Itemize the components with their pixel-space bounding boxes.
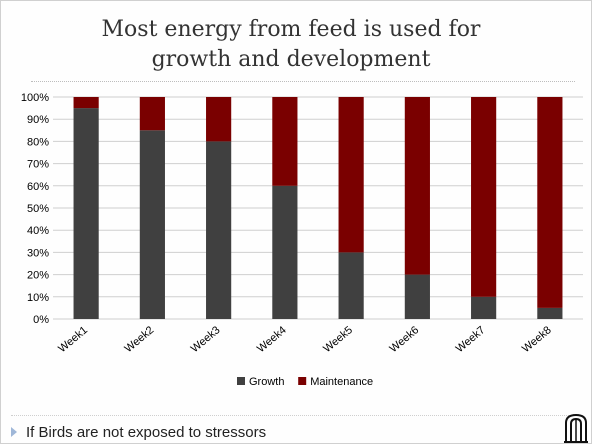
bar-growth	[404, 274, 430, 319]
stacked-bar-chart: 0% 10% 20% 30% 40% 50% 60% 70% 80% 90% 100% Week1 We…	[21, 92, 583, 388]
y-tick-label: 60%	[27, 181, 49, 193]
x-tick-label: Week3	[189, 324, 223, 355]
footer-divider	[11, 415, 571, 416]
y-tick-label: 70%	[27, 159, 49, 171]
y-tick-label: 40%	[27, 225, 49, 237]
bar-growth	[537, 307, 563, 319]
title-line-2: growth and development	[151, 47, 431, 72]
bar-maintenance	[471, 97, 497, 297]
y-tick-label: 80%	[27, 136, 49, 148]
university-arch-logo-icon	[564, 413, 588, 443]
bar-maintenance	[139, 97, 165, 131]
x-tick-label: Week6	[388, 324, 422, 355]
legend-swatch	[237, 377, 245, 385]
legend-swatch	[298, 377, 307, 385]
x-tick-label: Week4	[255, 324, 289, 355]
bar-maintenance	[404, 97, 430, 275]
bullet-arrow-icon	[11, 427, 17, 437]
y-tick-label: 0%	[33, 314, 49, 326]
bar-growth	[139, 130, 165, 319]
legend-label: Maintenance	[310, 376, 373, 388]
bar-maintenance	[73, 97, 99, 109]
y-tick-label: 90%	[27, 114, 49, 126]
bar-growth	[471, 296, 497, 319]
y-tick-label: 30%	[27, 247, 49, 259]
x-tick-label: Week1	[56, 324, 90, 355]
x-tick-label: Week7	[454, 324, 488, 355]
y-tick-label: 10%	[27, 292, 49, 304]
title-divider	[31, 81, 575, 82]
x-tick-label: Week5	[321, 324, 355, 355]
y-tick-label: 100%	[21, 92, 49, 104]
bar-maintenance	[206, 97, 232, 142]
bullet-text: If Birds are not exposed to stressors	[26, 423, 267, 441]
title-line-1: Most energy from feed is used for	[101, 17, 481, 42]
bullet-item: If Birds are not exposed to stressors	[11, 423, 266, 441]
bar-maintenance	[537, 97, 563, 308]
bar-growth	[272, 185, 298, 319]
legend-label: Growth	[249, 376, 284, 388]
x-tick-label: Week8	[520, 324, 554, 355]
bar-growth	[73, 108, 99, 319]
x-tick-label: Week2	[123, 324, 157, 355]
bar-maintenance	[338, 97, 364, 253]
slide-title: Most energy from feed is used for growth…	[41, 15, 541, 75]
bar-growth	[206, 141, 232, 319]
bar-growth	[338, 252, 364, 319]
y-tick-label: 50%	[27, 203, 49, 215]
bar-maintenance	[272, 97, 298, 186]
y-tick-label: 20%	[27, 270, 49, 282]
